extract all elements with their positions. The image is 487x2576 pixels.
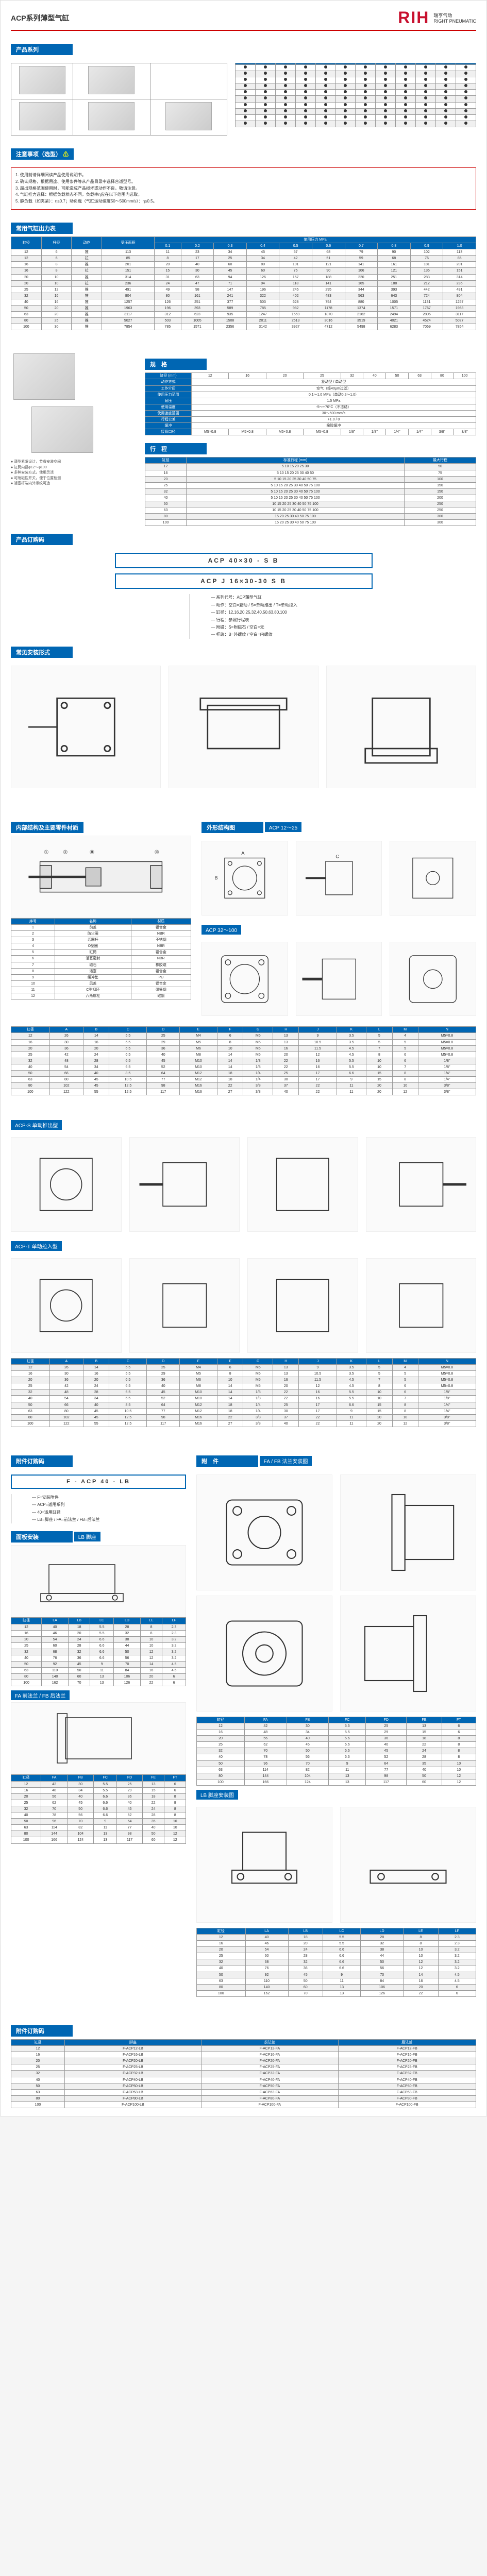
warn-icon: ⚠ <box>63 151 69 158</box>
section-mount: 常见安装形式 <box>11 647 73 658</box>
acc-draw-5 <box>196 1807 332 1923</box>
svg-text:⑩: ⑩ <box>155 850 159 855</box>
acc-fa-title: FA 前法兰 / FB 后法兰 <box>11 1690 70 1700</box>
dim-view-front: AB <box>201 841 288 916</box>
svg-text:②: ② <box>63 850 68 855</box>
dim-view-rear <box>390 841 476 916</box>
series-matrix: document.write(Array(10).fill('<tr>'+Arr… <box>235 63 476 127</box>
section-inner: 内部结构及主要零件材质 <box>11 822 83 833</box>
dimension-table-2: 缸径ABCDEFGHJKLMN1226145.525M46M51393.554M… <box>11 1358 476 1427</box>
acc-lb-title: LB 脚座 <box>74 1532 100 1541</box>
lb-dim-table-2: 缸径LALBLCLDLELF1240185.52882.31646205.532… <box>196 1928 476 1997</box>
caution-line: 3. 超出规格范围使用时，可能造成产品损坏或动作不良，敬请注意。 <box>15 185 472 192</box>
dim-group-4: ACP-T 单动拉入型 <box>11 1241 62 1251</box>
svg-text:C: C <box>335 854 339 859</box>
brand-logo: RIH 瑞亨气动 RIGHT PNEUMATIC <box>398 8 476 27</box>
s-view-2 <box>129 1137 240 1232</box>
dim-group-1: ACP 12～25 <box>265 822 301 832</box>
dim-group-2: ACP 32～100 <box>201 925 241 935</box>
series-photo-grid <box>11 63 227 135</box>
svg-text:①: ① <box>44 850 48 855</box>
order-tree: — 系列代号：ACP薄型气缸— 动作：空白=复动 / S=单动推出 / T=单动… <box>190 594 297 638</box>
mount-diagram-3 <box>326 666 476 788</box>
t-view-2 <box>129 1258 240 1353</box>
order-code-2: ACP J 16×30-30 S B <box>115 573 373 589</box>
logo-sub2: RIGHT PNEUMATIC <box>433 19 476 24</box>
caution-line: 5. 静负载（如夹紧）：η≤0.7；动负载（气缸运动速度50～500mm/s）：… <box>15 198 472 205</box>
section-order: 产品订购码 <box>11 534 73 545</box>
t-view-3 <box>247 1258 358 1353</box>
mount-tree: — F=安装附件— ACP=适用系列— 40=适用缸径— LB=脚座 / FA=… <box>11 1494 186 1524</box>
dim-view-side: C <box>296 841 382 916</box>
mount-diagram-1 <box>11 666 161 788</box>
section-stroke: 行 程 <box>145 443 207 454</box>
acc-sub-1: FA / FB 法兰安装图 <box>260 1456 312 1466</box>
section-spec: 规 格 <box>145 359 207 370</box>
stroke-table: 缸径标准行程 (mm)最大行程125 10 15 20 25 3050165 1… <box>145 457 476 526</box>
section-mount-code: 附件订购码 <box>11 1455 73 1467</box>
output-table: 缸径杆径动作受压面积使用压力 MPa0.10.20.30.40.50.60.70… <box>11 236 476 330</box>
acc-draw-1 <box>196 1475 332 1590</box>
section-caution: 注意事项（选型） ⚠ <box>11 148 74 160</box>
s-view-1 <box>11 1137 122 1232</box>
caution-line: 2. 确认规格，根据用途、使用条件等从产品目录中选择合适型号。 <box>15 179 472 185</box>
lb-table: 缸径LALBLCLDLELF1240185.52882.31646205.532… <box>11 1617 186 1686</box>
acc-draw-3 <box>196 1596 332 1711</box>
dim-view-rear-2 <box>390 942 476 1016</box>
order-code-1: ACP 40×30 - S B <box>115 553 373 568</box>
t-view-4 <box>366 1258 477 1353</box>
caution-box: 1. 使用前请详细阅读产品使用说明书。 2. 确认规格，根据用途、使用条件等从产… <box>11 167 476 210</box>
product-photo-1 <box>13 353 75 400</box>
svg-text:A: A <box>241 851 245 856</box>
cutaway-diagram: ① ② ⑧ ⑩ <box>11 836 191 918</box>
section-outer: 外形结构图 <box>201 822 263 833</box>
section-series: 产品系列 <box>11 44 73 55</box>
s-view-4 <box>366 1137 477 1232</box>
acc-draw-4 <box>340 1596 476 1711</box>
final-code-table: 缸径脚座前法兰后法兰12F-ACP12-LBF-ACP12-FAF-ACP12-… <box>11 2039 476 2108</box>
product-photo-2 <box>31 406 93 453</box>
acc-dim-table: 缸径FAFBFCFDFEFT1242305.5251361648345.5291… <box>196 1717 476 1786</box>
acc-draw-2 <box>340 1475 476 1590</box>
acc-draw-6 <box>340 1807 476 1923</box>
mount-code: F - ACP 40 - LB <box>11 1475 186 1489</box>
svg-text:⑧: ⑧ <box>90 850 94 855</box>
lb-diagram <box>11 1545 186 1617</box>
dim-group-3: ACP-S 单动推出型 <box>11 1120 62 1130</box>
dim-view-front-2 <box>201 942 288 1016</box>
section-accessory: 附 件 <box>196 1455 258 1467</box>
fa-table: 缸径FAFBFCFDFEFT1242305.5251361648345.5291… <box>11 1774 186 1843</box>
section-output: 常用气缸出力表 <box>11 223 73 234</box>
fa-diagram <box>11 1702 186 1774</box>
parts-table: 序号名称材质1前盖铝合金2防尘圈NBR3活塞杆不锈钢4O型圈NBR5缸筒铝合金6… <box>11 918 191 999</box>
product-desc: ● 薄型紧凑设计，节省安装空间 ● 缸筒内径φ12～φ100 ● 多种安装方式，… <box>11 460 135 487</box>
mount-diagram-2 <box>169 666 318 788</box>
spec-table: 缸径 (mm)121620253240506380100动作方式复动型 / 单动… <box>145 372 476 435</box>
svg-text:B: B <box>214 875 217 880</box>
dim-view-side-2 <box>296 942 382 1016</box>
logo-text: RIH <box>398 8 429 27</box>
page-title: ACP系列薄型气缸 <box>11 13 70 23</box>
logo-sub1: 瑞亨气动 <box>433 12 476 19</box>
t-view-1 <box>11 1258 122 1353</box>
s-view-3 <box>247 1137 358 1232</box>
dimension-table: 缸径ABCDEFGHJKLMN1226145.525M46M51393.554M… <box>11 1026 476 1095</box>
acc-sub-2: LB 脚座安装图 <box>196 1790 238 1800</box>
caution-line: 1. 使用前请详细阅读产品使用说明书。 <box>15 172 472 179</box>
section-mount-code-2: 附件订购码 <box>11 2025 73 2037</box>
caution-line: 4. 气缸推力选择：根据负载状态不同，负载率η应在以下范围内选取。 <box>15 192 472 198</box>
section-panel: 面板安装 <box>11 1531 73 1543</box>
